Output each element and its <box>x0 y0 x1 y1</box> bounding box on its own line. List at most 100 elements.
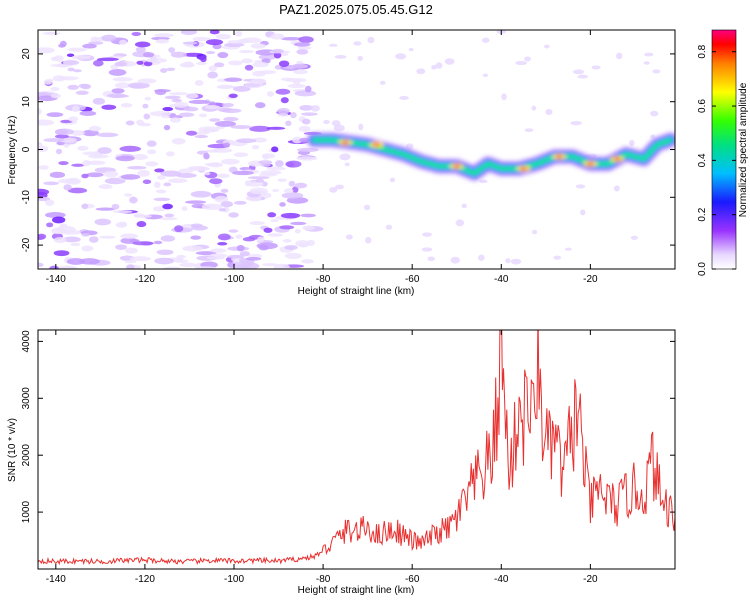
spectrogram-noise-cell <box>344 162 350 167</box>
spectrogram-noise-cell <box>200 56 207 63</box>
spectrogram-noise-cell <box>230 125 252 129</box>
spectrogram-noise-cell <box>67 84 79 90</box>
spectrogram-noise-cell <box>82 43 97 49</box>
snr-frame <box>37 329 676 570</box>
spectrogram-noise-cell <box>68 116 79 122</box>
spectrogram-noise-cell <box>294 182 308 189</box>
spectrogram-noise-cell <box>294 229 301 234</box>
spectrogram-noise-cell <box>208 65 218 72</box>
spectrogram-noise-cell <box>132 153 148 161</box>
spectrogram-noise-cell <box>125 247 138 254</box>
spectrogram-noise-cell <box>613 185 620 192</box>
spectrogram-noise-cell <box>280 37 302 41</box>
spectrogram-hotspot-core <box>453 164 461 168</box>
spectrogram-noise-cell <box>142 52 155 58</box>
spectrogram-noise-cell <box>239 251 251 257</box>
spectrogram-noise-cell <box>284 252 302 260</box>
spectrogram-noise-cell <box>174 101 189 108</box>
spectrogram-noise-cell <box>301 259 314 264</box>
spectrogram-noise-cell <box>129 196 138 204</box>
spectrogram-noise-cell <box>79 110 97 116</box>
spectrogram-noise-cell <box>277 112 289 117</box>
spectrogram-noise-cell <box>272 188 280 192</box>
spectrogram-noise-cell <box>85 160 106 165</box>
spectrogram-noise-cell <box>455 219 465 227</box>
spectrogram-noise-cell <box>252 61 269 68</box>
spectrogram-noise-cell <box>174 225 184 233</box>
spectrogram-noise-cell <box>249 187 268 195</box>
spectrogram-noise-cell <box>328 43 338 47</box>
spectrogram-noise-cell <box>52 75 66 82</box>
spectrogram-noise-cell <box>395 53 407 60</box>
spectrogram-noise-cell <box>310 105 320 112</box>
snr-y-ticks: 1000 2000 3000 4000 <box>21 330 675 523</box>
spectrogram-noise-cell <box>120 233 139 239</box>
spectrogram-noise-cell <box>132 241 154 246</box>
spectrogram-noise-cell <box>126 264 135 269</box>
spectrogram-noise-cell <box>296 49 309 55</box>
spectrogram-noise-cell <box>224 77 243 82</box>
spectrogram-noise-cell <box>284 245 298 250</box>
spectrogram-noise-cell <box>95 207 116 211</box>
spectrogram-noise-cell <box>280 77 294 81</box>
colorbar-gradient <box>711 29 737 270</box>
spectrogram-noise-cell <box>125 120 135 126</box>
spectrogram-noise-cell <box>66 258 86 265</box>
spectrogram-noise-cell <box>218 208 227 212</box>
chart-title: PAZ1.2025.075.05.45.G12 <box>279 2 433 17</box>
spectrogram-noise-cell <box>53 250 70 257</box>
spectrogram-noise-cell <box>288 180 296 187</box>
spectrogram-noise-cell <box>385 224 393 230</box>
spectrogram-noise-cell <box>154 257 175 265</box>
spectrogram-noise-cell <box>171 138 186 145</box>
spectrogram-noise-cell <box>270 218 279 223</box>
spectrogram-noise-cell <box>66 53 75 58</box>
spectrogram-noise-cell <box>304 85 312 93</box>
spectrogram-noise-cell <box>45 78 54 82</box>
spectrogram-noise-cell <box>195 251 217 256</box>
spectrogram-noise-cell <box>293 69 308 75</box>
spectrogram-noise-cell <box>71 163 85 167</box>
spectrogram-noise-cell <box>191 225 208 231</box>
spectrogram-noise-cell <box>63 184 72 191</box>
spectrogram-noise-cell <box>266 126 286 130</box>
spectrogram-noise-cell <box>57 137 77 143</box>
spectrogram-noise-cell <box>227 262 236 268</box>
spectrogram-noise-cell <box>251 145 260 150</box>
spectrogram-noise-cell <box>217 173 230 179</box>
spectrogram-noise-cell <box>82 151 99 156</box>
snr-x-tick-label: -100 <box>224 574 244 585</box>
spectrogram-noise-cell <box>427 256 435 262</box>
spectrogram-noise-cell <box>142 103 149 109</box>
spectrogram-ridge-layer <box>306 131 675 182</box>
spectrogram-noise-cell <box>136 221 147 228</box>
spectrogram-noise-cell <box>258 54 277 61</box>
spectrogram-noise-cell <box>217 233 231 241</box>
spectrogram-noise-cell <box>220 201 234 208</box>
spectrogram-noise-cell <box>142 179 152 185</box>
spectrogram-hotspot-core <box>613 157 621 161</box>
spectrogram-noise-cell <box>88 236 99 243</box>
spectrogram-noise-cell <box>50 87 60 92</box>
spectrogram-noise-cell <box>153 240 163 245</box>
spectrogram-noise-cell <box>241 58 253 64</box>
spectrogram-noise-cell <box>180 30 197 35</box>
spectrogram-noise-cell <box>134 41 151 48</box>
spectrogram-noise-cell <box>300 213 316 218</box>
spectrogram-noise-cell <box>616 52 623 60</box>
colorbar-tick-label: 0.2 <box>697 207 708 221</box>
spectrogram-noise-cell <box>570 121 582 126</box>
spectrogram-noise-cell <box>298 125 311 132</box>
spectrogram-noise-cell <box>283 188 294 194</box>
spectrogram-noise-cell <box>168 92 189 96</box>
spectrogram-noise-cell <box>45 199 55 206</box>
spectrogram-noise-cell <box>164 213 175 218</box>
spectrogram-noise-cell <box>192 36 211 42</box>
spectrogram-noise-cell <box>56 225 76 233</box>
spectrogram-noise-cell <box>278 60 290 67</box>
spectrogram-noise-cell <box>73 69 82 73</box>
spectrogram-noise-cell <box>220 188 229 193</box>
spectrogram-noise-cell <box>206 50 216 55</box>
spectrogram-noise-cell <box>209 118 221 122</box>
